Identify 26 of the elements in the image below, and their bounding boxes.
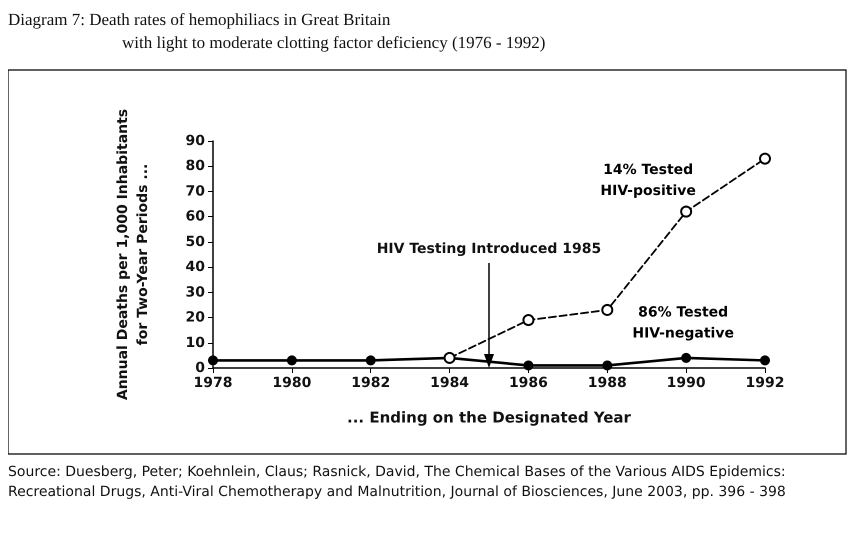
y-axis-title: Annual Deaths per 1,000 Inhabitants for Two-Year Periods ... <box>115 108 151 400</box>
chart-title: Diagram 7: Death rates of hemophiliacs in Great Britain <box>8 9 392 31</box>
x-tick-label: 1978 <box>194 375 232 391</box>
chart-subtitle: with light to moderate clotting factor deficiency (1976 - 1992) <box>121 32 546 54</box>
x-tick-label: 1992 <box>746 375 784 391</box>
x-axis-title: ... Ending on the Designated Year <box>347 408 632 426</box>
source-note: Source: Duesberg, Peter; Koehnlein, Claus; Rasnick, David, The Chemical Bases of the Various AIDS Epidemics: Recreational Drugs, Anti-Viral Chemotherapy and Malnutrition, Journal of Biosciences, June 2003, pp. 396 - 398 <box>8 463 787 502</box>
y-tick-label: 60 <box>186 208 206 225</box>
x-tick-label: 1986 <box>508 375 548 391</box>
x-tick-label: 1982 <box>351 375 390 391</box>
y-tick-label: 40 <box>186 259 206 276</box>
y-tick-label: 0 <box>195 360 206 376</box>
x-tick-label: 1984 <box>430 375 470 391</box>
x-tick-label: 1990 <box>666 375 706 391</box>
y-tick-label: 10 <box>186 334 206 351</box>
series-label: 86% Tested HIV-negative <box>632 304 734 342</box>
y-tick-label: 20 <box>186 310 206 326</box>
y-tick-label: 80 <box>186 158 206 174</box>
y-tick-label: 90 <box>186 133 206 149</box>
y-tick-label: 30 <box>186 284 206 300</box>
x-tick-label: 1988 <box>588 375 627 391</box>
y-tick-label: 50 <box>186 234 206 250</box>
ref-line-label: HIV Testing Introduced 1985 <box>376 241 602 257</box>
x-tick-label: 1980 <box>272 375 312 391</box>
y-tick-label: 70 <box>186 183 206 200</box>
series-label: 14% Tested HIV-positive <box>600 162 696 200</box>
